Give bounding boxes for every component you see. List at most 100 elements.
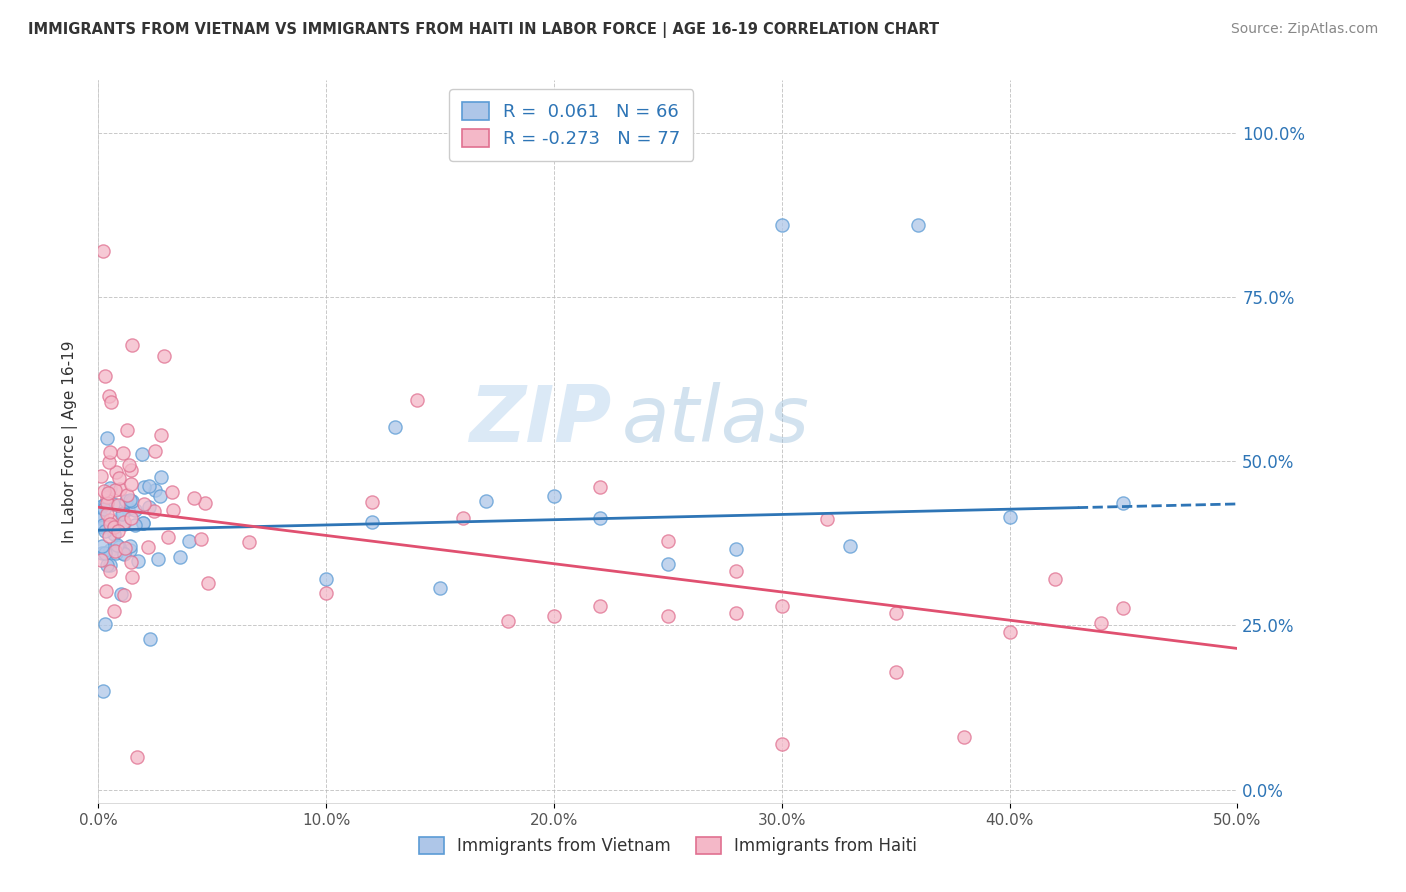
Point (97, 455, 120, 469)
Point (111, 507, 134, 521)
Point (143, 504, 166, 518)
Point (138, 500, 160, 514)
Point (657, 533, 679, 548)
Point (194, 496, 217, 510)
Point (429, 581, 451, 595)
Point (100, 395, 122, 409)
Point (770, 737, 793, 751)
Point (94, 583, 117, 598)
Point (112, 545, 135, 559)
Point (96, 507, 118, 521)
Point (115, 487, 138, 501)
Point (107, 471, 129, 485)
Point (315, 586, 337, 600)
Text: Source: ZipAtlas.com: Source: ZipAtlas.com (1230, 22, 1378, 37)
Point (107, 524, 129, 538)
Point (97, 485, 120, 500)
Point (1090, 615, 1112, 630)
Point (94, 498, 117, 512)
Point (97, 388, 120, 402)
Point (98, 565, 121, 579)
Point (998, 624, 1021, 639)
Point (98, 543, 121, 558)
Point (91, 518, 114, 533)
Point (153, 349, 176, 363)
Point (149, 470, 172, 484)
Point (93, 483, 115, 498)
Point (97, 528, 120, 542)
Point (94, 546, 117, 560)
Point (1112, 601, 1135, 615)
Point (96, 496, 118, 510)
Point (105, 538, 128, 552)
Point (169, 549, 191, 564)
Point (143, 444, 166, 458)
Point (451, 511, 474, 525)
Point (657, 609, 679, 624)
Point (108, 483, 131, 497)
Y-axis label: In Labor Force | Age 16-19: In Labor Force | Age 16-19 (62, 340, 77, 543)
Point (120, 511, 142, 525)
Point (360, 495, 382, 509)
Point (91, 244, 114, 258)
Point (131, 447, 153, 461)
Point (197, 576, 219, 591)
Point (138, 479, 160, 493)
Point (543, 609, 565, 624)
Point (96, 431, 118, 445)
Point (91, 546, 114, 560)
Point (98, 481, 121, 495)
Point (725, 564, 748, 578)
Point (98, 558, 121, 573)
Point (725, 541, 748, 556)
Point (115, 423, 138, 437)
Text: atlas: atlas (623, 382, 810, 458)
Point (98, 445, 121, 459)
Point (98, 517, 121, 532)
Point (96, 558, 118, 572)
Point (1112, 496, 1135, 510)
Point (127, 554, 149, 568)
Point (107, 540, 129, 554)
Point (112, 588, 135, 602)
Point (156, 530, 179, 544)
Point (120, 493, 142, 508)
Point (132, 497, 155, 511)
Point (120, 462, 142, 476)
Point (111, 506, 134, 520)
Point (884, 665, 907, 679)
Point (103, 527, 125, 541)
Point (107, 498, 129, 512)
Point (121, 494, 143, 508)
Point (839, 539, 862, 553)
Point (103, 604, 125, 618)
Point (884, 606, 907, 620)
Point (118, 542, 141, 557)
Point (134, 480, 156, 494)
Point (101, 497, 124, 511)
Point (118, 458, 141, 472)
Point (725, 607, 748, 621)
Point (907, 218, 929, 232)
Point (90, 468, 112, 483)
Point (384, 420, 406, 434)
Point (770, 218, 793, 232)
Point (91, 510, 114, 524)
Point (657, 558, 679, 572)
Point (98, 513, 121, 527)
Point (543, 488, 565, 502)
Point (93, 501, 115, 516)
Point (104, 465, 127, 479)
Point (104, 546, 127, 560)
Point (588, 511, 610, 525)
Point (91, 684, 114, 698)
Point (406, 392, 429, 407)
Point (121, 337, 143, 351)
Point (815, 512, 838, 526)
Point (90, 553, 112, 567)
Point (110, 587, 132, 601)
Point (190, 532, 212, 546)
Point (150, 428, 173, 442)
Point (121, 570, 143, 584)
Point (96, 491, 118, 505)
